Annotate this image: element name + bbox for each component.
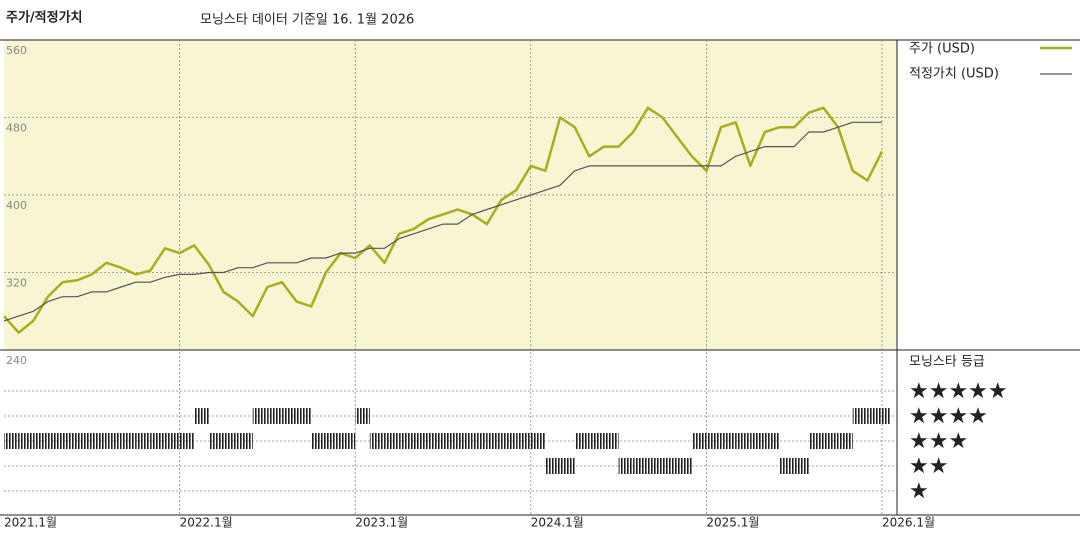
rating-level-label: ★ [909,479,929,504]
rating-block [486,433,502,449]
x-tick-label: 2026.1월 [882,516,935,530]
rating-block [516,433,531,449]
rating-block [325,433,341,449]
rating-block [62,433,78,449]
rating-block [135,433,151,449]
legend-label: 적정가치 (USD) [909,67,999,82]
y-tick-label: 480 [6,122,27,135]
rating-level-label: ★★★★ [909,404,988,429]
rating-block [47,433,63,449]
rating-block [340,433,356,449]
rating-block [838,433,853,449]
chart-title: 주가/적정가치 [6,10,83,26]
rating-block [18,433,34,449]
rating-block [764,433,780,449]
series-line [3,106,884,334]
rating-block [808,433,824,449]
rating-block [238,433,253,449]
rating-block [794,458,809,474]
rating-block [589,433,604,449]
rating-block [721,433,736,449]
rating-block [501,433,517,449]
rating-block [560,458,575,474]
x-tick-label: 2023.1월 [355,516,408,530]
x-tick-label: 2022.1월 [180,516,233,530]
rating-block [472,433,487,449]
rating-block [735,433,751,449]
rating-block [618,458,634,474]
rating-block [179,433,195,449]
rating-block [428,433,443,449]
rating-block [164,433,180,449]
x-tick-label: 2021.1월 [4,516,57,530]
rating-block [677,458,692,474]
rating-block [633,458,648,474]
rating-block [208,433,224,449]
rating-block [647,458,663,474]
rating-block [545,458,561,474]
rating-block [574,433,590,449]
rating-block [267,408,283,424]
rating-title: 모닝스타 등급 [909,355,985,370]
y-tick-label: 240 [6,354,27,367]
rating-block [311,433,326,449]
rating-block [603,433,619,449]
rating-block [223,433,239,449]
series-line [3,121,882,322]
rating-block [252,408,268,424]
x-tick-label: 2025.1월 [706,516,759,530]
rating-block [706,433,722,449]
rating-level-label: ★★★★★ [909,379,1008,404]
rating-block [121,433,136,449]
rating-block [691,433,707,449]
rating-level-label: ★★★ [909,429,968,454]
rating-block [750,433,765,449]
rating-block [867,408,882,424]
rating-block [662,458,678,474]
rating-block [91,433,107,449]
rating-block [150,433,165,449]
rating-block [369,433,385,449]
rating-block [106,433,122,449]
rating-block [77,433,92,449]
rating-block [852,408,868,424]
chart-subtitle: 모닝스타 데이터 기준일 16. 1월 2026 [200,13,414,28]
rating-block [355,408,370,424]
rating-block [33,433,48,449]
rating-block [530,433,546,449]
rating-block [443,433,458,449]
x-tick-label: 2024.1월 [531,516,584,530]
rating-block [399,433,414,449]
rating-block [282,408,297,424]
rating-block [4,433,19,449]
rating-block [413,433,429,449]
y-tick-label: 400 [6,199,27,212]
rating-block [457,433,473,449]
rating-block [779,458,795,474]
rating-block [823,433,839,449]
rating-block [296,408,312,424]
rating-level-label: ★★ [909,454,948,479]
y-tick-label: 560 [6,44,27,57]
rating-block [384,433,400,449]
rating-block [194,408,209,424]
legend-label: 주가 (USD) [909,42,975,57]
rating-block [882,408,890,424]
y-tick-label: 320 [6,277,27,290]
